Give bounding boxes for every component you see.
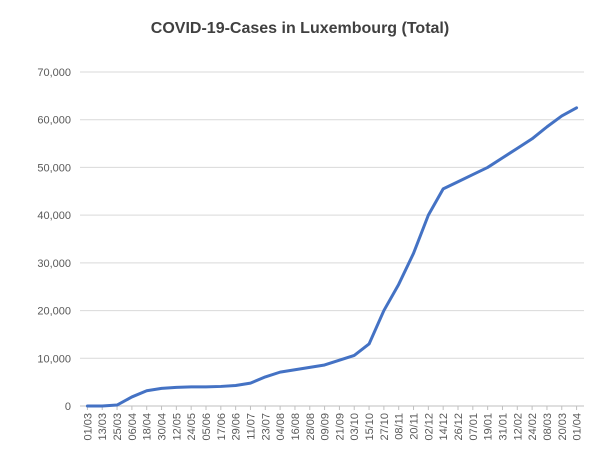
x-tick-label: 21/09 <box>334 413 346 441</box>
x-tick-label: 24/05 <box>186 413 198 441</box>
x-tick-label: 12/02 <box>512 413 524 441</box>
x-tick-label: 12/05 <box>171 413 183 441</box>
x-tick-label: 08/03 <box>542 413 554 441</box>
y-tick-label: 0 <box>65 401 71 413</box>
x-tick-label: 03/10 <box>349 413 361 441</box>
x-tick-label: 27/10 <box>379 413 391 441</box>
x-tick-label: 05/06 <box>201 413 213 441</box>
y-tick-label: 40,000 <box>37 210 71 222</box>
x-axis-ticks: 01/03 13/03 25/03 06/04 18/04 30/04 12/05 24/05… <box>82 406 584 441</box>
y-tick-label: 50,000 <box>37 162 71 174</box>
x-tick-label: 25/03 <box>112 413 124 441</box>
x-tick-label: 29/06 <box>231 413 243 441</box>
x-tick-label: 20/03 <box>557 413 569 441</box>
x-tick-label: 18/04 <box>142 413 154 441</box>
x-tick-label: 17/06 <box>216 413 228 441</box>
x-tick-label: 14/12 <box>438 413 450 441</box>
x-tick-label: 01/03 <box>82 413 94 441</box>
x-tick-label: 02/12 <box>423 413 435 441</box>
gridlines <box>80 71 584 407</box>
x-tick-label: 11/07 <box>245 413 257 440</box>
x-tick-label: 26/12 <box>453 413 465 441</box>
x-tick-label: 01/04 <box>572 413 584 441</box>
x-tick-label: 04/08 <box>275 413 287 441</box>
x-tick-label: 09/09 <box>320 413 332 441</box>
y-tick-label: 60,000 <box>37 115 71 127</box>
x-tick-label: 08/11 <box>394 413 406 440</box>
y-tick-label: 20,000 <box>37 306 71 318</box>
x-tick-label: 28/08 <box>305 413 317 441</box>
x-tick-label: 23/07 <box>260 413 272 441</box>
x-tick-label: 24/02 <box>527 413 539 441</box>
x-tick-label: 13/03 <box>97 413 109 441</box>
y-tick-label: 70,000 <box>37 67 71 79</box>
series-line <box>85 106 579 408</box>
y-axis-ticks: 0 10,000 20,000 30,000 40,000 50,000 60,000 70,… <box>37 67 71 413</box>
y-tick-label: 10,000 <box>37 353 71 365</box>
series-layer <box>85 106 579 408</box>
x-tick-label: 16/08 <box>290 413 302 441</box>
x-tick-label: 15/10 <box>364 413 376 441</box>
x-tick-label: 30/04 <box>157 413 169 441</box>
x-tick-label: 07/01 <box>468 413 480 441</box>
y-tick-label: 30,000 <box>37 258 71 270</box>
x-tick-label: 31/01 <box>497 413 509 441</box>
x-tick-label: 06/04 <box>127 413 139 441</box>
x-tick-label: 20/11 <box>409 413 421 440</box>
x-tick-label: 19/01 <box>483 413 495 441</box>
chart-title: COVID-19-Cases in Luxembourg (Total) <box>151 20 449 37</box>
